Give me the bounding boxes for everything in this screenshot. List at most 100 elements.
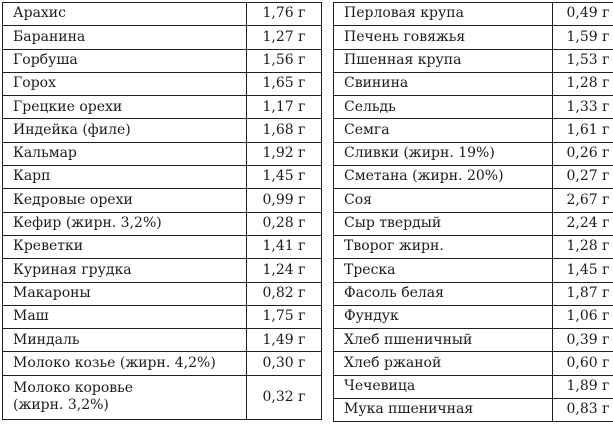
table-row: Мука пшеничная 0,83 г [333,398,613,423]
table-row: Горох 1,65 г [2,71,322,97]
food-value-cell: 1,27 г [246,25,322,50]
table-row: Индейка (филе) 1,68 г [2,118,322,143]
food-name-cell: Хлеб пшеничный [333,328,553,353]
food-value-cell: 1,89 г [552,374,613,400]
food-value-cell: 1,45 г [552,258,613,283]
food-name-cell: Макароны [2,281,247,306]
food-value-cell: 0,32 г [246,374,322,420]
table-row: Маш 1,75 г [2,304,322,330]
table-row: Кефир (жирн. 3,2%) 0,28 г [2,211,322,236]
table-row: Грецкие орехи 1,17 г [2,95,322,120]
table-row: Свинина 1,28 г [333,71,613,97]
table-row: Хлеб пшеничный 0,39 г [333,328,613,353]
food-value-cell: 0,60 г [552,351,613,376]
food-value-cell: 0,49 г [552,1,613,27]
food-name-cell: Карп [2,165,247,190]
food-name-cell: Сыр твердый [333,211,553,236]
food-value-cell: 1,68 г [246,118,322,143]
food-name-cell: Мука пшеничная [333,398,553,423]
food-name-cell: Кефир (жирн. 3,2%) [2,211,247,236]
food-value-cell: 1,59 г [552,25,613,50]
table-row: Макароны 0,82 г [2,281,322,306]
food-name-cell: Фасоль белая [333,281,553,306]
table-row: Семга 1,61 г [333,118,613,143]
table-row: Сливки (жирн. 19%) 0,26 г [333,141,613,167]
food-value-cell: 0,82 г [246,281,322,306]
food-value-cell: 1,28 г [552,234,613,260]
table-row: Фундук 1,06 г [333,304,613,330]
food-value-cell: 1,28 г [552,71,613,97]
food-name-cell: Фундук [333,304,553,330]
food-name-cell: Творог жирн. [333,234,553,260]
table-row: Треска 1,45 г [333,258,613,283]
food-value-cell: 1,56 г [246,48,322,73]
table-row: Миндаль 1,49 г [2,328,322,353]
food-value-cell: 1,24 г [246,258,322,283]
table-row: Баранина 1,27 г [2,25,322,50]
food-value-cell: 1,45 г [246,165,322,190]
food-value-cell: 0,99 г [246,188,322,213]
table-row: Кальмар 1,92 г [2,141,322,167]
food-name-cell: Чечевица [333,374,553,400]
food-name-cell: Кальмар [2,141,247,167]
table-row: Сельдь 1,33 г [333,95,613,120]
food-name-cell: Печень говяжья [333,25,553,50]
food-name-cell: Горбуша [2,48,247,73]
food-name-cell: Перловая крупа [333,1,553,27]
food-value-cell: 0,83 г [552,398,613,423]
table-row: Горбуша 1,56 г [2,48,322,73]
food-value-cell: 1,41 г [246,234,322,260]
food-value-cell: 0,30 г [246,351,322,376]
food-name-cell: Соя [333,188,553,213]
table-row: Молоко козье (жирн. 4,2%) 0,30 г [2,351,322,376]
food-name-cell: Семга [333,118,553,143]
table-row: Творог жирн. 1,28 г [333,234,613,260]
food-name-cell: Грецкие орехи [2,95,247,120]
food-value-cell: 1,92 г [246,141,322,167]
food-name-cell: Сливки (жирн. 19%) [333,141,553,167]
food-value-cell: 1,06 г [552,304,613,330]
food-name-cell: Треска [333,258,553,283]
table-row: Перловая крупа 0,49 г [333,1,613,27]
food-name-cell: Сельдь [333,95,553,120]
food-name-cell: Маш [2,304,247,330]
food-value-cell: 1,17 г [246,95,322,120]
food-value-cell: 1,61 г [552,118,613,143]
food-value-cell: 2,24 г [552,211,613,236]
food-value-cell: 0,39 г [552,328,613,353]
table-row: Сметана (жирн. 20%) 0,27 г [333,165,613,190]
food-value-cell: 1,75 г [246,304,322,330]
table-row: Пшенная крупа 1,53 г [333,48,613,73]
food-name-cell: Миндаль [2,328,247,353]
table-row: Хлеб ржаной 0,60 г [333,351,613,376]
table-row: Чечевица 1,89 г [333,374,613,400]
table-row: Печень говяжья 1,59 г [333,25,613,50]
table-row: Куриная грудка 1,24 г [2,258,322,283]
food-name-cell: Хлеб ржаной [333,351,553,376]
food-value-cell: 1,65 г [246,71,322,97]
food-values-table-right: Перловая крупа 0,49 г Печень говяжья 1,59 г… [333,1,613,423]
food-value-cell: 1,87 г [552,281,613,306]
food-name-cell: Кедровые орехи [2,188,247,213]
food-value-cell: 1,33 г [552,95,613,120]
food-name-cell: Индейка (филе) [2,118,247,143]
food-name-cell: Арахис [2,1,247,27]
food-value-cell: 0,27 г [552,165,613,190]
food-name-cell: Пшенная крупа [333,48,553,73]
food-value-cell: 0,28 г [246,211,322,236]
table-row: Креветки 1,41 г [2,234,322,260]
food-value-cell: 1,49 г [246,328,322,353]
food-name-cell: Горох [2,71,247,97]
food-name-cell: Свинина [333,71,553,97]
table-row: Фасоль белая 1,87 г [333,281,613,306]
table-row: Карп 1,45 г [2,165,322,190]
food-name-cell: Сметана (жирн. 20%) [333,165,553,190]
food-name-cell: Креветки [2,234,247,260]
table-row: Молоко коровье (жирн. 3,2%) 0,32 г [2,374,322,420]
food-value-cell: 2,67 г [552,188,613,213]
food-value-cell: 1,53 г [552,48,613,73]
food-name-cell: Молоко козье (жирн. 4,2%) [2,351,247,376]
food-value-cell: 0,26 г [552,141,613,167]
